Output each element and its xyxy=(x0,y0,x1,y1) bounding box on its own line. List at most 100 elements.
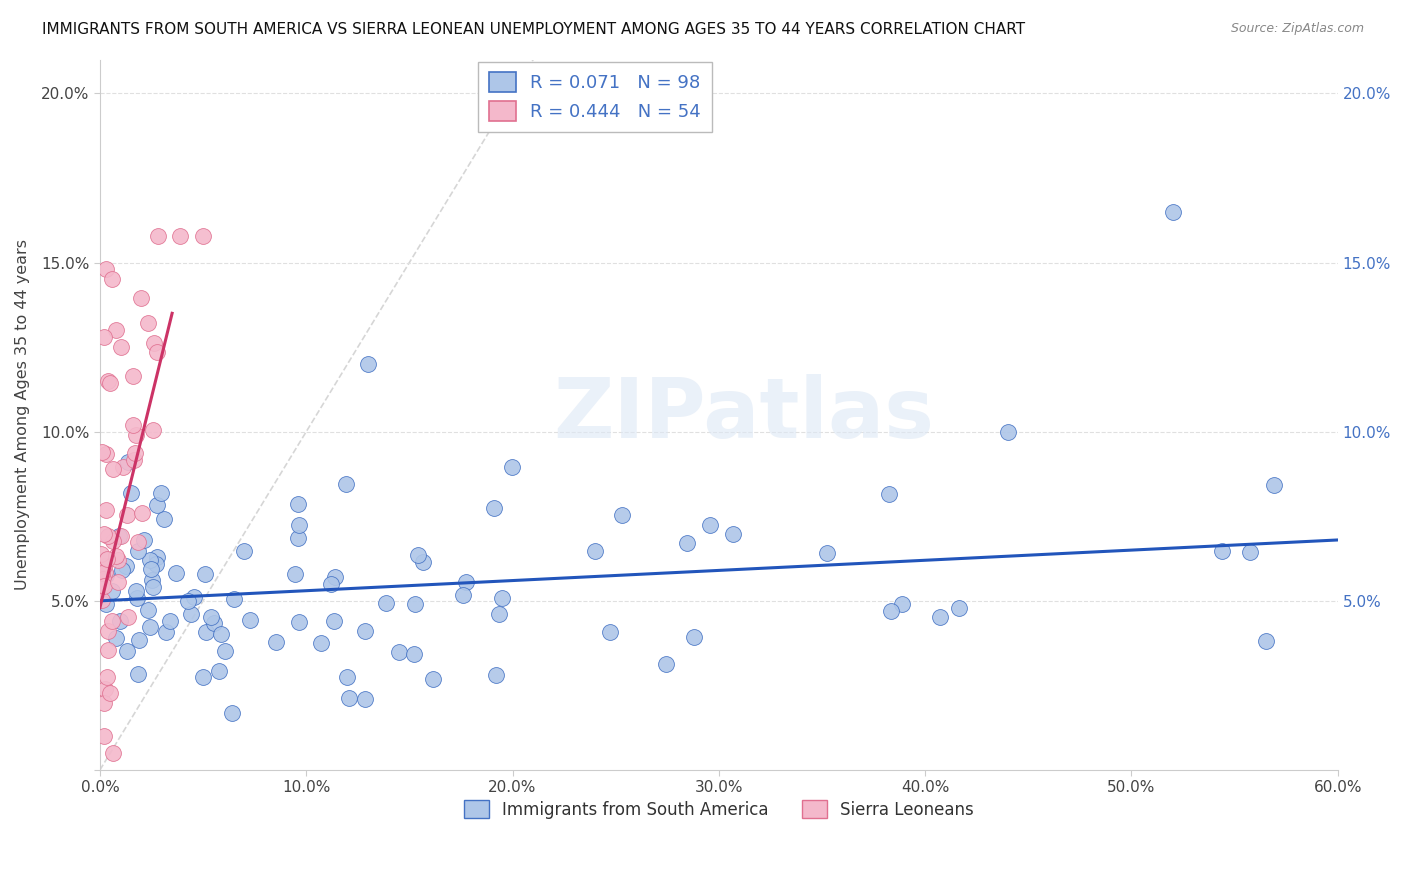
Point xyxy=(194,566,217,581)
Point xyxy=(125,584,148,599)
Point xyxy=(583,544,606,558)
Point xyxy=(145,557,167,571)
Point xyxy=(997,425,1019,439)
Point xyxy=(94,503,117,517)
Point xyxy=(323,569,346,583)
Point xyxy=(221,706,243,721)
Point xyxy=(90,579,112,593)
Point xyxy=(125,428,148,442)
Point xyxy=(204,616,226,631)
Point xyxy=(117,455,139,469)
Point xyxy=(488,607,510,621)
Point xyxy=(675,536,697,550)
Point xyxy=(93,527,115,541)
Point xyxy=(150,486,173,500)
Point xyxy=(193,670,215,684)
Point xyxy=(354,692,377,706)
Point xyxy=(404,647,426,661)
Point xyxy=(141,573,163,587)
Point xyxy=(408,548,430,562)
Y-axis label: Unemployment Among Ages 35 to 44 years: Unemployment Among Ages 35 to 44 years xyxy=(15,239,30,591)
Point xyxy=(107,574,129,589)
Text: Source: ZipAtlas.com: Source: ZipAtlas.com xyxy=(1230,22,1364,36)
Point xyxy=(146,549,169,564)
Point xyxy=(287,531,309,545)
Point xyxy=(93,565,115,579)
Point xyxy=(94,262,117,277)
Point xyxy=(454,574,477,589)
Point xyxy=(127,535,149,549)
Point xyxy=(93,696,115,710)
Point xyxy=(453,588,475,602)
Point xyxy=(101,272,124,286)
Point xyxy=(501,460,523,475)
Point xyxy=(142,335,165,350)
Point xyxy=(683,630,706,644)
Point xyxy=(100,583,122,598)
Point xyxy=(101,746,124,760)
Point xyxy=(124,453,146,467)
Point xyxy=(336,669,359,683)
Point xyxy=(155,625,177,640)
Point xyxy=(124,445,146,459)
Point xyxy=(169,228,191,243)
Point xyxy=(120,486,142,500)
Point xyxy=(90,566,112,581)
Point xyxy=(96,552,118,566)
Point xyxy=(94,597,117,611)
Point xyxy=(110,563,132,577)
Point xyxy=(131,506,153,520)
Point xyxy=(599,625,621,640)
Point xyxy=(100,614,122,628)
Point xyxy=(100,686,122,700)
Point xyxy=(152,512,174,526)
Point xyxy=(880,604,903,618)
Text: IMMIGRANTS FROM SOUTH AMERICA VS SIERRA LEONEAN UNEMPLOYMENT AMONG AGES 35 TO 44: IMMIGRANTS FROM SOUTH AMERICA VS SIERRA … xyxy=(42,22,1025,37)
Point xyxy=(127,667,149,681)
Point xyxy=(183,590,205,604)
Text: ZIPatlas: ZIPatlas xyxy=(553,375,934,455)
Point xyxy=(1263,478,1285,492)
Point xyxy=(94,681,117,696)
Point xyxy=(110,340,132,354)
Point xyxy=(200,610,222,624)
Point xyxy=(1161,204,1184,219)
Point xyxy=(98,376,121,391)
Point xyxy=(209,627,232,641)
Point xyxy=(91,572,114,586)
Point xyxy=(877,487,900,501)
Point xyxy=(107,553,129,567)
Point xyxy=(287,517,309,532)
Point xyxy=(1211,544,1233,558)
Point xyxy=(94,447,117,461)
Point xyxy=(321,577,343,591)
Point xyxy=(93,559,115,574)
Point xyxy=(146,228,169,243)
Point xyxy=(122,369,145,384)
Point xyxy=(354,624,377,639)
Point xyxy=(91,593,114,607)
Point xyxy=(136,603,159,617)
Point xyxy=(146,498,169,512)
Point xyxy=(1254,634,1277,648)
Point xyxy=(142,423,165,437)
Point xyxy=(322,614,344,628)
Point xyxy=(146,345,169,359)
Point xyxy=(287,615,309,630)
Point xyxy=(375,596,398,610)
Point xyxy=(138,552,160,566)
Point xyxy=(96,670,118,684)
Point xyxy=(208,664,231,678)
Point xyxy=(239,613,262,627)
Point xyxy=(122,418,145,433)
Point xyxy=(232,544,254,558)
Point xyxy=(117,609,139,624)
Point xyxy=(115,644,138,658)
Point xyxy=(97,643,120,657)
Point xyxy=(177,594,200,608)
Point xyxy=(335,477,357,491)
Point xyxy=(721,527,744,541)
Point xyxy=(105,631,128,645)
Point xyxy=(1239,545,1261,559)
Point xyxy=(195,624,218,639)
